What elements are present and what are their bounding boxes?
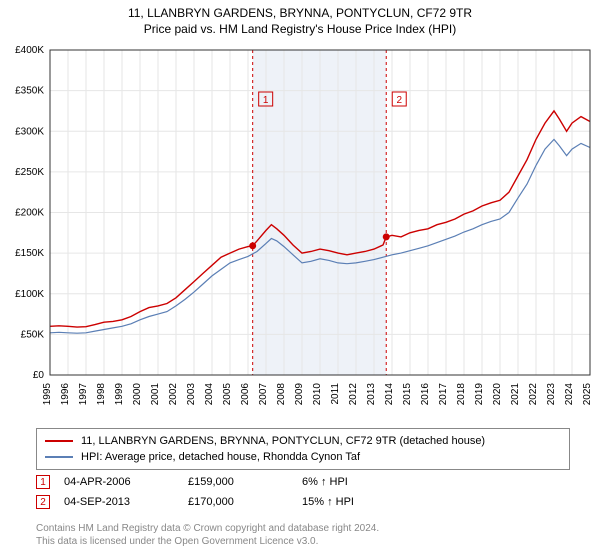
sale-date: 04-APR-2006 [64,476,174,488]
footer-line2: This data is licensed under the Open Gov… [36,535,570,548]
svg-text:2018: 2018 [456,383,467,406]
title-line2: Price paid vs. HM Land Registry's House … [0,20,600,40]
svg-text:2010: 2010 [312,383,323,406]
svg-text:1999: 1999 [114,383,125,406]
sale-marker: 1 [36,475,50,489]
svg-text:2002: 2002 [168,383,179,406]
sale-pct: 15% ↑ HPI [302,496,412,508]
legend-swatch [45,456,73,458]
svg-text:£150K: £150K [15,248,44,259]
footer: Contains HM Land Registry data © Crown c… [36,522,570,548]
sale-date: 04-SEP-2013 [64,496,174,508]
legend-label: 11, LLANBRYN GARDENS, BRYNNA, PONTYCLUN,… [81,435,485,447]
legend-label: HPI: Average price, detached house, Rhon… [81,451,360,463]
svg-text:1: 1 [263,95,269,106]
svg-text:2001: 2001 [150,383,161,406]
svg-text:2024: 2024 [564,383,575,406]
chart-area: £0 £50K £100K £150K £200K £250K £300K £350K £400… [0,40,600,420]
svg-text:2020: 2020 [492,383,503,406]
svg-text:£50K: £50K [21,329,45,340]
svg-text:2007: 2007 [258,383,269,406]
svg-text:£400K: £400K [15,45,44,56]
svg-text:1997: 1997 [78,383,89,406]
sale-price: £159,000 [188,476,288,488]
chart-container: 11, LLANBRYN GARDENS, BRYNNA, PONTYCLUN,… [0,0,600,560]
svg-text:1996: 1996 [60,383,71,406]
svg-text:£350K: £350K [15,86,44,97]
svg-text:2004: 2004 [204,383,215,406]
legend: 11, LLANBRYN GARDENS, BRYNNA, PONTYCLUN,… [36,428,570,470]
svg-text:£100K: £100K [15,289,44,300]
sale-pct: 6% ↑ HPI [302,476,412,488]
svg-text:2021: 2021 [510,383,521,406]
sale-price: £170,000 [188,496,288,508]
sale-row: 1 04-APR-2006 £159,000 6% ↑ HPI [36,472,570,492]
svg-text:£300K: £300K [15,126,44,137]
legend-swatch [45,440,73,442]
svg-text:2003: 2003 [186,383,197,406]
line-chart-svg: £0 £50K £100K £150K £200K £250K £300K £350K £400… [0,40,600,420]
svg-text:2014: 2014 [384,383,395,406]
svg-text:2000: 2000 [132,383,143,406]
svg-text:2009: 2009 [294,383,305,406]
svg-text:2019: 2019 [474,383,485,406]
svg-text:2008: 2008 [276,383,287,406]
svg-text:2006: 2006 [240,383,251,406]
sale-marker: 2 [36,495,50,509]
svg-text:2022: 2022 [528,383,539,406]
svg-text:2012: 2012 [348,383,359,406]
svg-text:2013: 2013 [366,383,377,406]
legend-row: 11, LLANBRYN GARDENS, BRYNNA, PONTYCLUN,… [45,433,561,449]
svg-text:2025: 2025 [582,383,593,406]
svg-text:£200K: £200K [15,208,44,219]
svg-text:£0: £0 [33,370,45,381]
svg-text:2005: 2005 [222,383,233,406]
svg-text:1998: 1998 [96,383,107,406]
svg-text:£250K: £250K [15,167,44,178]
svg-text:2023: 2023 [546,383,557,406]
title-line1: 11, LLANBRYN GARDENS, BRYNNA, PONTYCLUN,… [0,0,600,20]
legend-row: HPI: Average price, detached house, Rhon… [45,449,561,465]
footer-line1: Contains HM Land Registry data © Crown c… [36,522,570,535]
sale-row: 2 04-SEP-2013 £170,000 15% ↑ HPI [36,492,570,512]
svg-text:2017: 2017 [438,383,449,406]
svg-text:2011: 2011 [330,383,341,405]
svg-text:2015: 2015 [402,383,413,406]
svg-text:1995: 1995 [42,383,53,406]
sales-table: 1 04-APR-2006 £159,000 6% ↑ HPI 2 04-SEP-2013… [36,472,570,512]
svg-text:2: 2 [396,95,402,106]
svg-text:2016: 2016 [420,383,431,406]
